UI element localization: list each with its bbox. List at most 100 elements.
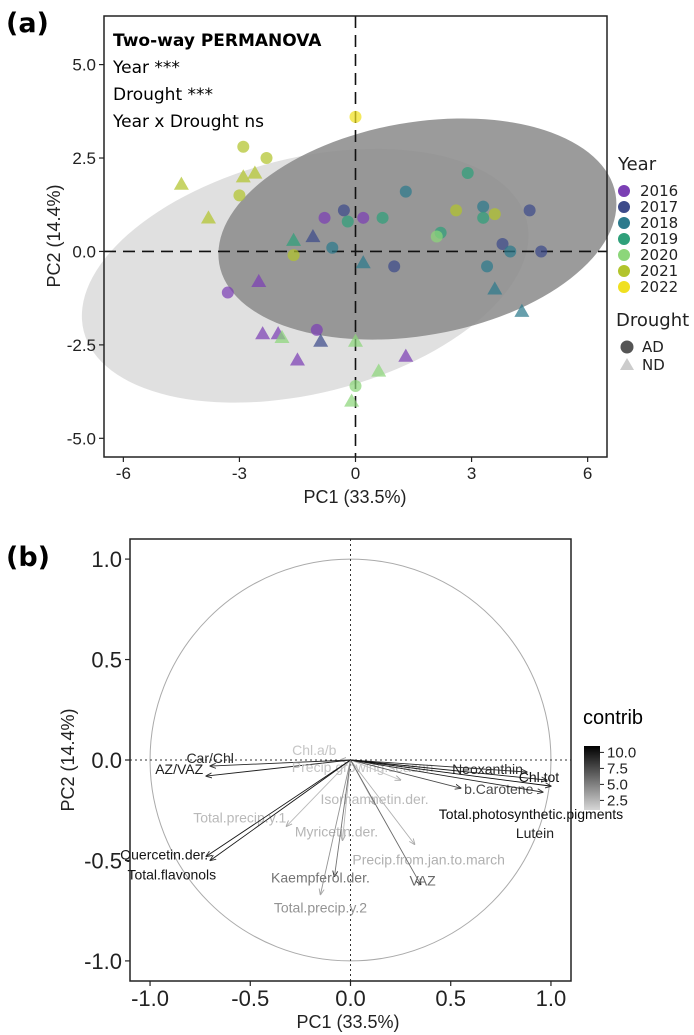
data-points	[173, 110, 548, 407]
data-point-2021-circle	[488, 208, 501, 221]
x-axis-ticks-a: -6 -3 0 3 6	[116, 457, 592, 483]
data-point-2016-triangle	[398, 348, 414, 362]
y-tick-label: -5.0	[67, 429, 96, 448]
vector-arrow	[286, 759, 351, 826]
data-point-2017-triangle	[305, 229, 321, 243]
data-point-2016-circle	[357, 211, 370, 224]
data-point-2019-circle	[341, 215, 354, 228]
colorbar-tick-label: 10.0	[607, 744, 636, 761]
vector-arrow	[342, 759, 351, 840]
y-axis-ticks-a: -5.0 -2.5 0.0 2.5 5.0	[67, 56, 104, 448]
data-point-2019-circle	[376, 211, 389, 224]
x-tick-label-b: 0.0	[335, 986, 366, 1011]
data-point-2016-triangle	[289, 352, 305, 366]
data-point-2021-triangle	[247, 165, 263, 179]
colorbar-title: contrib	[583, 707, 643, 729]
legend-year-label: 2021	[640, 262, 678, 280]
panel-a-label: (a)	[6, 8, 49, 39]
data-point-2020-triangle	[344, 393, 360, 407]
data-point-2018-triangle	[355, 255, 371, 269]
colorbar-gradient	[584, 746, 600, 810]
data-point-2017-triangle	[313, 333, 329, 347]
y-tick-label: 0.0	[72, 242, 96, 261]
legend-nd-label: ND	[642, 356, 665, 374]
legend-year-swatch	[618, 249, 630, 261]
y-tick-label-b: -1.0	[84, 949, 122, 974]
vector-arrow	[350, 759, 543, 792]
panel-b-label: (b)	[6, 542, 50, 573]
group-ellipses	[81, 118, 617, 403]
legend-year-label: 2020	[640, 246, 678, 264]
data-point-2021-triangle	[200, 210, 216, 224]
data-point-2019-circle	[461, 166, 474, 179]
legend-year-swatch	[618, 201, 630, 213]
data-point-2020-circle	[430, 230, 443, 243]
vector-label: Isorhamnetin.der.	[320, 791, 428, 807]
x-axis-label-a: PC1 (33.5%)	[303, 487, 406, 507]
legend-year-label: 2018	[640, 214, 678, 232]
vector-label: Precip.from.jan.to.march	[352, 851, 505, 867]
vector-arrow	[206, 759, 351, 776]
legend-year-swatch	[618, 281, 630, 293]
vector-label: Total.precip.y.1	[193, 809, 286, 825]
vector-label: Chl.a/b	[292, 742, 337, 758]
colorbar-tick-label: 7.5	[607, 760, 628, 777]
vector-arrow	[320, 759, 351, 895]
x-tick-label-b: 1.0	[536, 986, 567, 1011]
vector-arrow	[210, 759, 351, 766]
vector-label: Total.flavonols	[127, 866, 216, 882]
colorbar: contrib 10.07.55.02.5	[583, 707, 643, 810]
vector-arrow	[206, 759, 351, 856]
data-point-2017-circle	[535, 245, 548, 258]
data-point-2020-triangle	[371, 363, 387, 377]
data-point-2016-triangle	[251, 273, 267, 287]
y-tick-label-b: 0.0	[91, 748, 122, 773]
legend-year-title: Year	[617, 154, 657, 175]
data-point-2022-circle	[349, 110, 362, 123]
legend-drought-title: Drought	[616, 310, 689, 331]
data-point-2016-circle	[221, 286, 234, 299]
data-point-2019-circle	[477, 211, 490, 224]
vector-label: Neoxanthin	[452, 761, 523, 777]
x-tick-label-b: -1.0	[131, 986, 169, 1011]
x-tick-label: -6	[116, 464, 131, 483]
legend-nd-triangle	[620, 358, 634, 370]
data-point-2020-circle	[349, 379, 362, 392]
data-point-2021-circle	[237, 140, 250, 153]
data-point-2018-circle	[477, 200, 490, 213]
data-point-2020-triangle	[348, 333, 363, 347]
vector-arrow	[350, 759, 547, 780]
legend-drought: Drought AD ND	[616, 310, 689, 374]
ellipse-ad	[218, 118, 617, 340]
y-axis-label-a: PC2 (14.4%)	[44, 184, 64, 287]
vector-label: Total.photosynthetic.pigments	[439, 806, 623, 822]
legend-year-swatch	[618, 217, 630, 229]
legend-year-swatch	[618, 265, 630, 277]
legend-year-swatch	[618, 233, 630, 245]
data-point-2021-circle	[450, 204, 463, 217]
y-tick-label: 2.5	[72, 149, 96, 168]
colorbar-ticks: 10.07.55.02.5	[600, 744, 636, 809]
vector-label: Chl.tot	[519, 769, 560, 785]
vector-arrow	[210, 759, 351, 860]
data-point-2018-circle	[399, 185, 412, 198]
permanova-line-year: Year ***	[112, 58, 180, 78]
vector-label: Quercetin.der.	[120, 846, 208, 862]
vector-arrow	[350, 759, 551, 786]
legend-year-label: 2017	[640, 198, 678, 216]
data-point-2016-circle	[310, 323, 323, 336]
vector-arrow	[350, 759, 421, 885]
vector-label: AZ/VAZ	[155, 761, 203, 777]
y-tick-label-b: 1.0	[91, 547, 122, 572]
data-point-2017-circle	[496, 237, 509, 250]
x-tick-label-b: 0.5	[435, 986, 466, 1011]
permanova-title: Two-way PERMANOVA	[113, 31, 322, 51]
vector-label: Lutein	[516, 825, 554, 841]
y-axis-ticks-b: -1.0 -0.5 0.0 0.5 1.0	[84, 547, 130, 974]
permanova-line-interaction: Year x Drought ns	[112, 112, 264, 132]
data-point-2018-circle	[504, 245, 517, 258]
